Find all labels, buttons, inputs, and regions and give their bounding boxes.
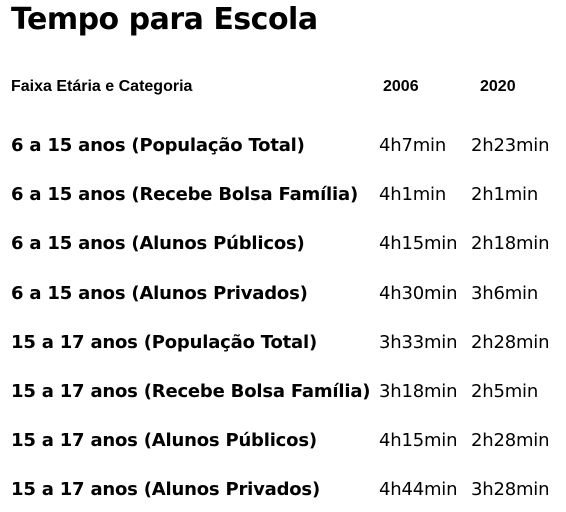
value-2006: 4h44min [379,479,458,501]
value-2006: 3h18min [379,381,458,402]
value-2020: 2h23min [471,135,550,156]
column-header-2020: 2020 [480,78,516,95]
row-category-label: 15 a 17 anos (Alunos Públicos) [11,430,317,452]
table-row: 6 a 15 anos (Alunos Privados) 4h30min 3h6m… [0,281,566,307]
value-2006: 4h15min [379,430,458,452]
row-category-label: 6 a 15 anos (Alunos Privados) [11,282,308,304]
value-2020: 2h18min [471,233,550,255]
value-2006: 4h15min [379,233,458,255]
column-header-2006: 2006 [383,78,419,95]
table-row: 15 a 17 anos (Recebe Bolsa Família) 3h18m… [0,379,566,405]
table-row: 15 a 17 anos (Alunos Privados) 4h44min 3h2… [0,477,566,503]
chart-title: Tempo para Escola [11,2,318,37]
value-2020: 2h1min [471,184,539,206]
value-2006: 3h33min [379,331,458,353]
table-row: 15 a 17 anos (População Total) 3h33min 2h2… [0,330,566,356]
table-row: 6 a 15 anos (Alunos Públicos) 4h15min 2h18… [0,231,566,257]
column-header-category: Faixa Etária e Categoria [11,78,193,95]
row-category-label: 6 a 15 anos (Recebe Bolsa Família) [11,184,358,206]
value-2020: 2h28min [471,430,550,452]
value-2006: 4h30min [379,282,458,304]
value-2020: 2h28min [471,331,550,353]
row-category-label: 15 a 17 anos (Alunos Privados) [11,479,320,501]
value-2006: 4h1min [379,184,447,206]
row-category-label: 6 a 15 anos (População Total) [11,135,305,156]
row-category-label: 15 a 17 anos (Recebe Bolsa Família) [11,381,371,402]
value-2006: 4h7min [379,135,447,156]
row-category-label: 15 a 17 anos (População Total) [11,331,318,353]
table-row: 6 a 15 anos (Recebe Bolsa Família) 4h1min… [0,182,566,208]
value-2020: 3h6min [471,282,539,304]
table-row: 15 a 17 anos (Alunos Públicos) 4h15min 2h2… [0,428,566,454]
value-2020: 2h5min [471,381,539,402]
table-row: 6 a 15 anos (População Total) 4h7min 2h23m… [0,133,566,159]
value-2020: 3h28min [471,479,550,501]
row-category-label: 6 a 15 anos (Alunos Públicos) [11,233,305,255]
